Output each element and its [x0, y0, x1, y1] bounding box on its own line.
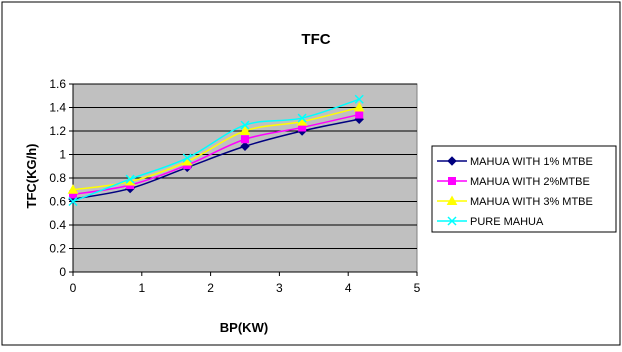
legend-item: MAHUA WITH 3% MTBE	[437, 195, 593, 208]
gridlines	[73, 83, 417, 249]
series-line	[72, 98, 360, 203]
legend-item: PURE MAHUA	[437, 216, 544, 228]
data-point	[240, 141, 250, 151]
data-point	[355, 110, 364, 119]
legend-label: MAHUA WITH 2%MTBE	[470, 176, 590, 188]
data-point	[182, 153, 192, 163]
data-point	[240, 120, 250, 130]
x-tick-label: 4	[345, 281, 352, 295]
y-axis-title: TFC(KG/h)	[24, 144, 39, 209]
legend-label: PURE MAHUA	[470, 216, 544, 228]
x-tick-label: 2	[207, 281, 214, 295]
y-tick-label: 0.8	[49, 171, 66, 185]
x-tick-label: 5	[414, 281, 421, 295]
y-tick-label: 0.4	[49, 218, 66, 232]
legend-item: MAHUA WITH 1% MTBE	[437, 156, 593, 168]
data-point	[67, 184, 79, 194]
data-point	[68, 196, 78, 207]
data-point	[354, 94, 364, 104]
series-4	[68, 94, 364, 207]
x-tick-label: 3	[276, 281, 283, 295]
y-tick-label: 0	[59, 265, 66, 279]
x-tick-label: 0	[70, 281, 77, 295]
data-point	[353, 101, 365, 112]
y-tick-label: 1.4	[49, 101, 66, 115]
series-line	[72, 113, 360, 196]
x-axis-title: BP(KW)	[220, 320, 268, 335]
data-point	[297, 113, 307, 123]
data-point	[241, 135, 249, 144]
legend-marker	[446, 195, 458, 205]
x-tick-label: 1	[138, 281, 145, 295]
series-layer	[67, 94, 365, 207]
legend-label: MAHUA WITH 3% MTBE	[470, 196, 593, 208]
data-point	[125, 174, 135, 184]
y-tick-label: 1.2	[49, 124, 66, 138]
legend-item: MAHUA WITH 2%MTBE	[437, 176, 590, 188]
legend-label: MAHUA WITH 1% MTBE	[470, 156, 593, 168]
y-tick-label: 1.6	[49, 77, 66, 91]
legend-marker	[448, 177, 456, 185]
series-line	[72, 118, 360, 200]
y-tick-label: 0.2	[49, 242, 66, 256]
data-point	[239, 125, 251, 135]
axes: 0 0.2 0.4 0.6 0.8 1 1.2 1.4 1.6 0 1 2 3 4 5	[49, 77, 420, 295]
legend: MAHUA WITH 1% MTBE MAHUA WITH 2%MTBE MAHUA…	[431, 145, 617, 233]
y-tick-label: 1	[59, 148, 66, 162]
chart-title: TFC	[301, 31, 330, 48]
y-tick-label: 0.6	[49, 195, 66, 209]
legend-marker	[447, 216, 457, 226]
legend-marker	[447, 156, 457, 166]
